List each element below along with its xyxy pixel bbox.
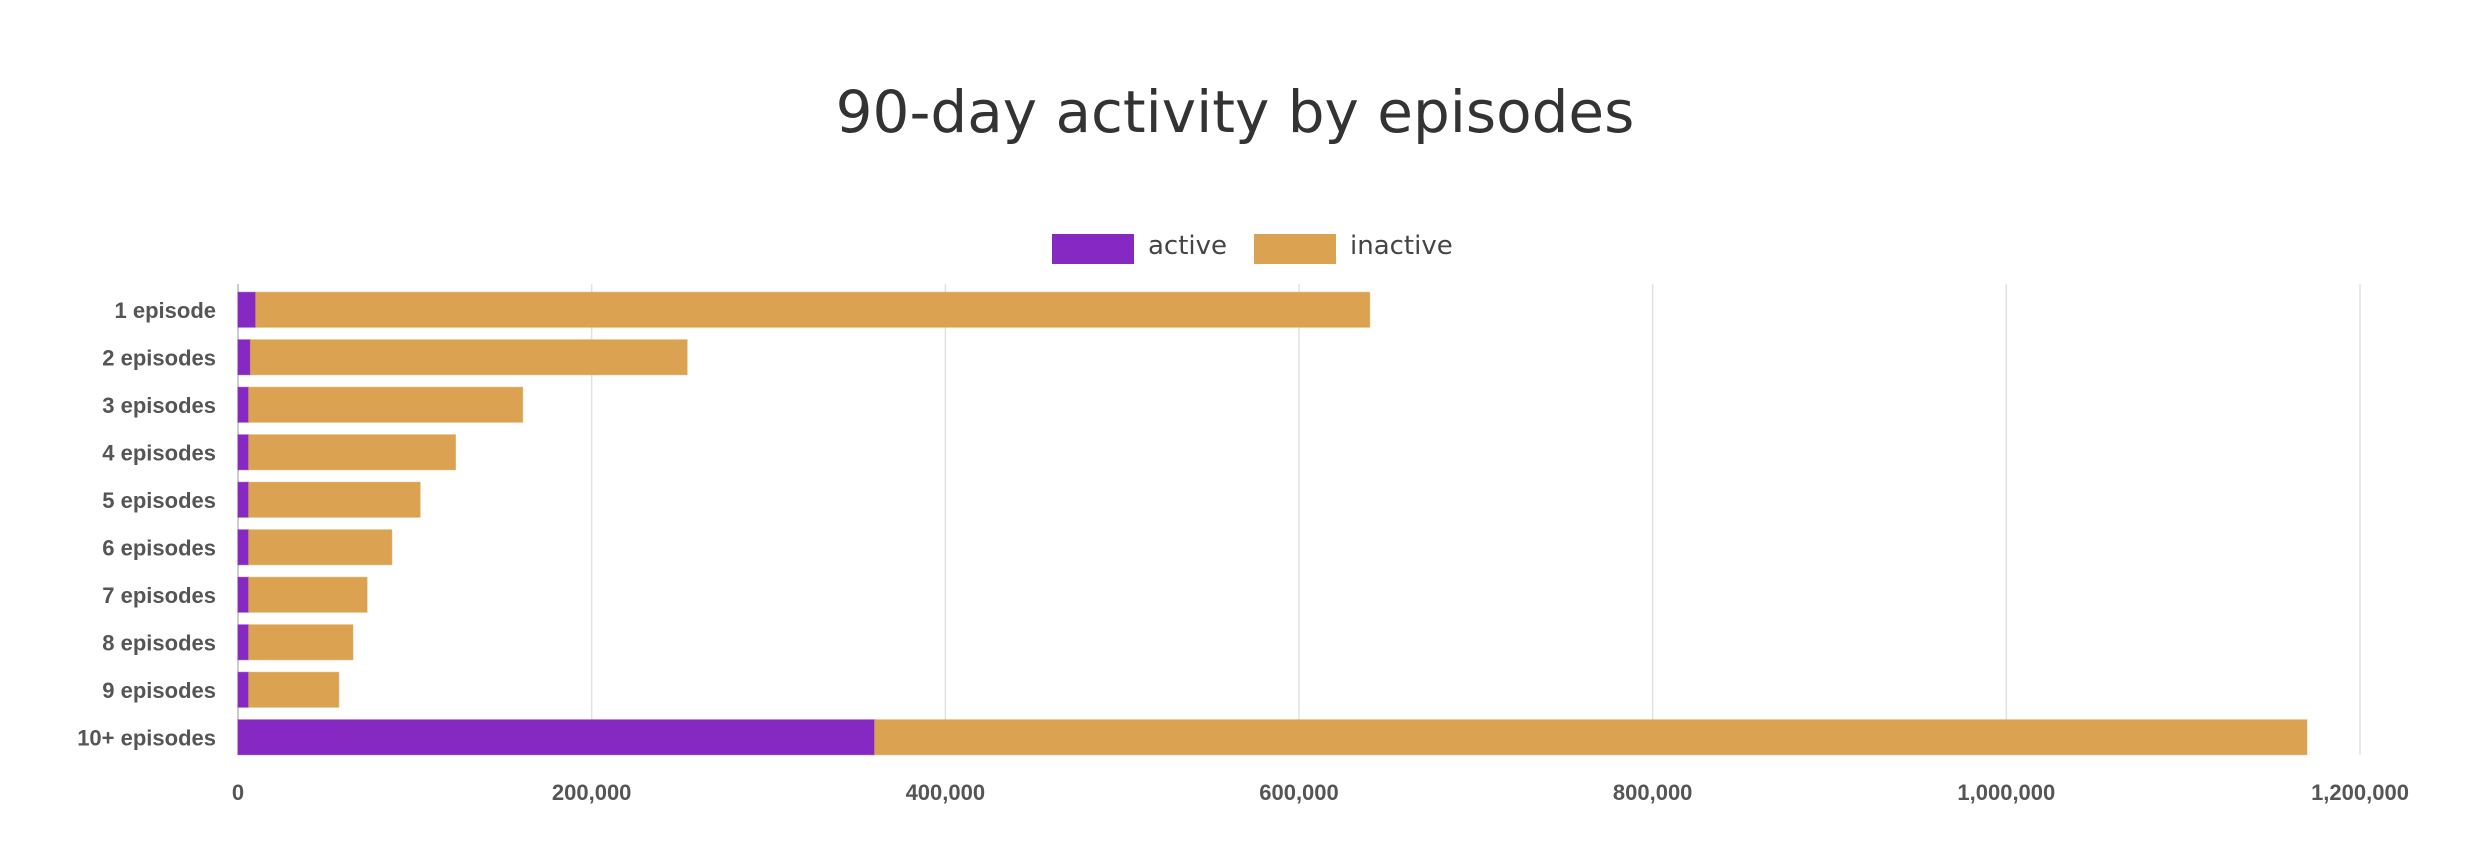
bar-inactive [248,576,368,613]
category-label: 1 episode [115,298,216,323]
bar-active [237,434,250,471]
legend-swatch-inactive [1254,234,1336,264]
category-label: 8 episodes [102,630,216,655]
x-tick-label: 400,000 [906,780,986,805]
bars [237,291,2308,756]
category-label: 7 episodes [102,583,216,608]
bar-inactive [248,671,340,708]
x-tick-label: 200,000 [552,780,632,805]
bar-inactive [248,529,393,566]
x-axis-ticks: 0 200,000 400,000 600,000 800,000 1,000,000 1,… [232,780,2409,805]
category-label: 3 episodes [102,393,216,418]
category-label: 2 episodes [102,345,216,370]
x-tick-label: 1,000,000 [1957,780,2055,805]
bar-active [237,529,250,566]
category-labels: 1 episode 2 episodes 3 episodes 4 episodes 5… [77,298,216,751]
bar-inactive [248,434,457,471]
bar-inactive [248,386,524,423]
category-label: 10+ episodes [77,725,216,750]
category-label: 9 episodes [102,678,216,703]
x-tick-label: 0 [232,780,244,805]
bar-active [237,291,257,328]
bar-active [237,624,250,661]
category-label: 6 episodes [102,535,216,560]
x-tick-label: 1,200,000 [2311,780,2409,805]
legend-label-active: active [1148,231,1227,261]
bar-active [237,671,250,708]
bar-active [237,481,250,518]
bar-inactive [248,481,421,518]
bar-inactive [249,339,688,376]
category-label: 5 episodes [102,488,216,513]
x-tick-label: 600,000 [1259,780,1339,805]
bar-active [237,576,250,613]
x-tick-label: 800,000 [1613,780,1693,805]
bar-inactive [255,291,1371,328]
bar-inactive [248,624,354,661]
category-label: 4 episodes [102,440,216,465]
bar-active [237,339,251,376]
bar-inactive [874,719,2308,756]
chart-title: 90-day activity by episodes [835,78,1635,146]
bar-active [237,719,876,756]
legend: active inactive [1052,231,1453,264]
legend-swatch-active [1052,234,1134,264]
legend-label-inactive: inactive [1350,231,1453,261]
bar-active [237,386,250,423]
